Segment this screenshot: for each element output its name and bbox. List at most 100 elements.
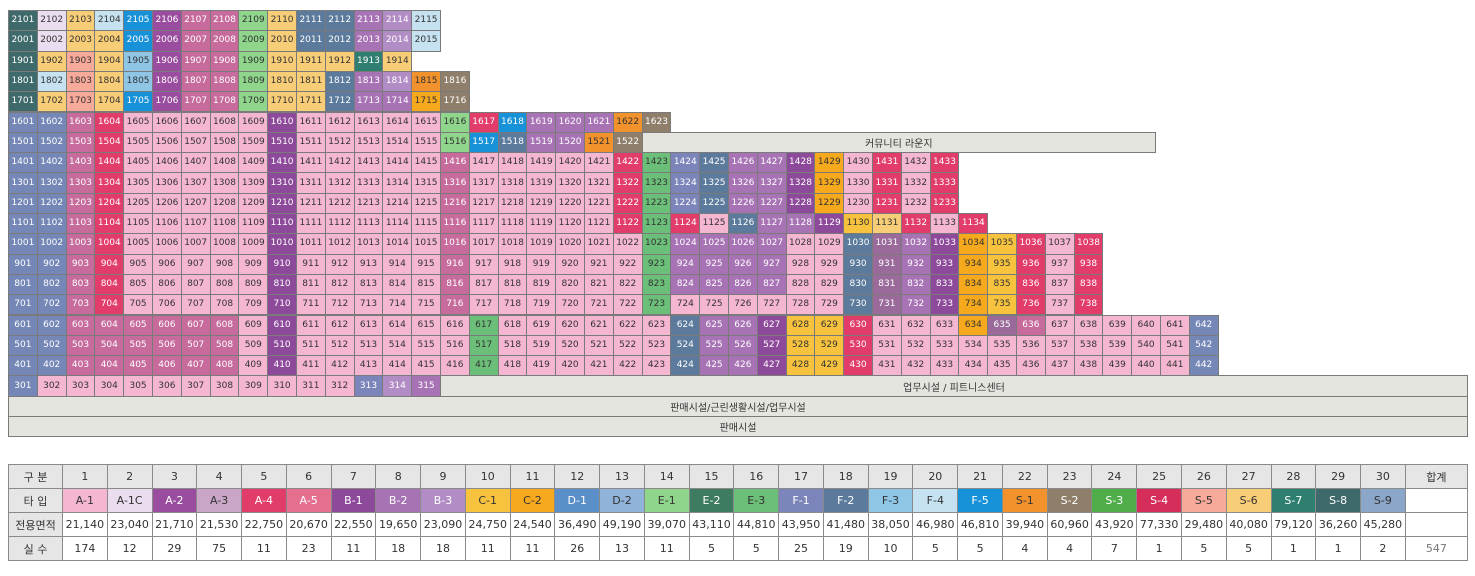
summary-cell: 20,670	[285, 512, 332, 537]
unit-cell: 1308	[209, 172, 240, 194]
unit-cell: 404	[94, 355, 125, 377]
unit-cell: 1815	[411, 70, 441, 93]
summary-cell: 29	[1315, 464, 1362, 489]
unit-cell: 1411	[296, 152, 326, 174]
unit-cell: 809	[238, 273, 269, 296]
unit-cell: 917	[468, 253, 499, 275]
unit-cell: 429	[814, 355, 845, 377]
unit-cell: 1327	[756, 172, 787, 194]
unit-cell: 605	[123, 314, 153, 336]
unit-cell: 1908	[209, 50, 240, 72]
unit-cell: 1711	[296, 91, 326, 113]
summary-cell: 30	[1360, 464, 1406, 489]
unit-cell: 901	[8, 253, 38, 275]
unit-cell: 1503	[65, 131, 96, 154]
unit-cell: 1105	[123, 213, 153, 235]
unit-cell: 621	[584, 314, 614, 336]
unit-cell: 935	[987, 253, 1017, 275]
unit-cell: 420	[555, 355, 585, 377]
type-swatch: A-4	[241, 488, 287, 513]
unit-cell: 1806	[152, 70, 182, 93]
unit-cell: 938	[1073, 253, 1104, 275]
unit-cell: 1331	[872, 172, 902, 194]
unit-cell: 908	[209, 253, 240, 275]
unit-cell: 615	[411, 314, 441, 336]
unit-cell: 1203	[65, 192, 96, 214]
unit-cell: 1507	[180, 131, 211, 154]
unit-cell: 533	[929, 334, 960, 357]
unit-cell: 1518	[497, 131, 528, 154]
unit-cell: 937	[1044, 253, 1075, 275]
unit-cell: 928	[785, 253, 816, 275]
type-swatch: S-3	[1091, 488, 1138, 513]
unit-cell: 1128	[785, 213, 816, 235]
unit-cell: 610	[267, 314, 297, 336]
unit-cell: 601	[8, 314, 38, 336]
unit-cell: 833	[929, 273, 960, 296]
unit-cell: 805	[123, 273, 153, 296]
unit-cell: 832	[900, 273, 931, 296]
unit-cell: 1019	[526, 233, 557, 255]
unit-cell: 1432	[900, 152, 931, 174]
unit-cell: 2012	[324, 30, 355, 52]
unit-cell: 1321	[584, 172, 614, 194]
type-swatch: F-2	[822, 488, 869, 513]
unit-cell: 2107	[180, 10, 211, 32]
unit-cell: 720	[555, 294, 585, 316]
summary-cell: 45,280	[1360, 512, 1406, 537]
unit-cell: 735	[987, 294, 1017, 316]
unit-cell: 1026	[728, 233, 758, 255]
unit-cell: 441	[1160, 355, 1190, 377]
unit-cell: 604	[94, 314, 125, 336]
unit-cell: 807	[180, 273, 211, 296]
unit-cell: 733	[929, 294, 960, 316]
unit-cell: 425	[699, 355, 729, 377]
unit-cell: 625	[699, 314, 729, 336]
unit-cell: 926	[728, 253, 758, 275]
type-swatch: B-1	[330, 488, 377, 513]
unit-cell: 424	[670, 355, 701, 377]
summary-cell: 4	[196, 464, 243, 489]
summary-cell: 5	[733, 536, 780, 561]
summary-cell: 21	[957, 464, 1003, 489]
unit-cell: 1034	[958, 233, 989, 255]
unit-cell: 1324	[670, 172, 701, 194]
unit-cell: 1320	[555, 172, 585, 194]
unit-cell: 502	[36, 334, 67, 357]
unit-cell: 1813	[353, 70, 384, 93]
unit-cell: 641	[1160, 314, 1190, 336]
unit-cell: 913	[353, 253, 384, 275]
summary-cell: 1	[1315, 536, 1362, 561]
unit-cell: 1107	[180, 213, 211, 235]
unit-cell: 1506	[152, 131, 182, 154]
unit-cell: 1433	[929, 152, 960, 174]
unit-cell: 521	[584, 334, 614, 357]
unit-cell: 1302	[36, 172, 67, 194]
unit-cell: 1415	[411, 152, 441, 174]
unit-cell: 1307	[180, 172, 211, 194]
unit-cell: 516	[440, 334, 470, 357]
unit-cell: 1029	[814, 233, 845, 255]
unit-cell: 626	[728, 314, 758, 336]
unit-cell: 2113	[353, 10, 384, 32]
unit-cell: 2007	[180, 30, 211, 52]
unit-cell: 1516	[440, 131, 470, 154]
unit-cell: 718	[497, 294, 528, 316]
unit-cell: 1122	[612, 213, 643, 235]
type-swatch: A-1C	[106, 488, 153, 513]
unit-cell: 419	[526, 355, 557, 377]
summary-cell: 7	[1091, 536, 1138, 561]
unit-cell: 1232	[900, 192, 931, 214]
summary-cell: 5	[957, 536, 1003, 561]
summary-cell: 174	[62, 536, 108, 561]
unit-cell: 806	[152, 273, 182, 296]
unit-cell: 611	[296, 314, 326, 336]
unit-cell: 1201	[8, 192, 38, 214]
unit-cell: 2104	[94, 10, 125, 32]
unit-cell: 1903	[65, 50, 96, 72]
unit-cell: 1522	[612, 131, 643, 154]
unit-cell: 1413	[353, 152, 384, 174]
unit-cell: 716	[440, 294, 470, 316]
unit-cell: 2005	[123, 30, 153, 52]
summary-cell: 19	[822, 536, 869, 561]
